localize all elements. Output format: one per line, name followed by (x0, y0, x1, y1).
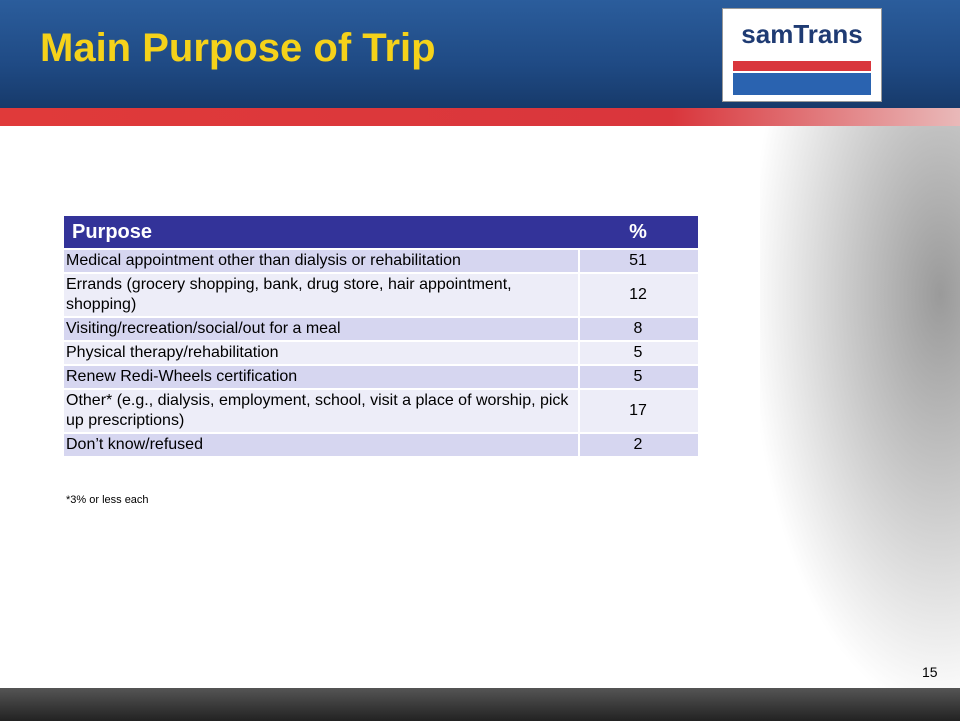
page-number: 15 (922, 664, 938, 680)
percent-cell: 2 (578, 434, 698, 456)
purpose-cell: Don’t know/refused (64, 434, 578, 456)
table-header: % (578, 216, 698, 248)
footer-band (0, 688, 960, 721)
purpose-cell: Visiting/recreation/social/out for a mea… (64, 318, 578, 340)
logo-text: samTrans (741, 19, 863, 49)
percent-cell: 5 (578, 366, 698, 388)
background-image (760, 126, 960, 688)
table-header: Purpose (64, 216, 578, 248)
table-row: Physical therapy/rehabilitation 5 (64, 342, 698, 364)
percent-cell: 17 (578, 390, 698, 432)
purpose-cell: Other* (e.g., dialysis, employment, scho… (64, 390, 578, 432)
purpose-cell: Medical appointment other than dialysis … (64, 250, 578, 272)
logo: samTrans (722, 8, 882, 102)
header-stripe (0, 108, 960, 126)
table-row: Visiting/recreation/social/out for a mea… (64, 318, 698, 340)
slide-title: Main Purpose of Trip (40, 26, 436, 70)
percent-cell: 5 (578, 342, 698, 364)
purpose-cell: Renew Redi-Wheels certification (64, 366, 578, 388)
purpose-cell: Physical therapy/rehabilitation (64, 342, 578, 364)
percent-cell: 12 (578, 274, 698, 316)
footnote: *3% or less each (66, 494, 149, 506)
table-row: Medical appointment other than dialysis … (64, 250, 698, 272)
percent-cell: 51 (578, 250, 698, 272)
table-row: Renew Redi-Wheels certification 5 (64, 366, 698, 388)
purpose-cell: Errands (grocery shopping, bank, drug st… (64, 274, 578, 316)
table-row: Errands (grocery shopping, bank, drug st… (64, 274, 698, 316)
table-row: Other* (e.g., dialysis, employment, scho… (64, 390, 698, 432)
purpose-table: Purpose % Medical appointment other than… (64, 214, 698, 458)
percent-cell: 8 (578, 318, 698, 340)
table-row: Don’t know/refused 2 (64, 434, 698, 456)
